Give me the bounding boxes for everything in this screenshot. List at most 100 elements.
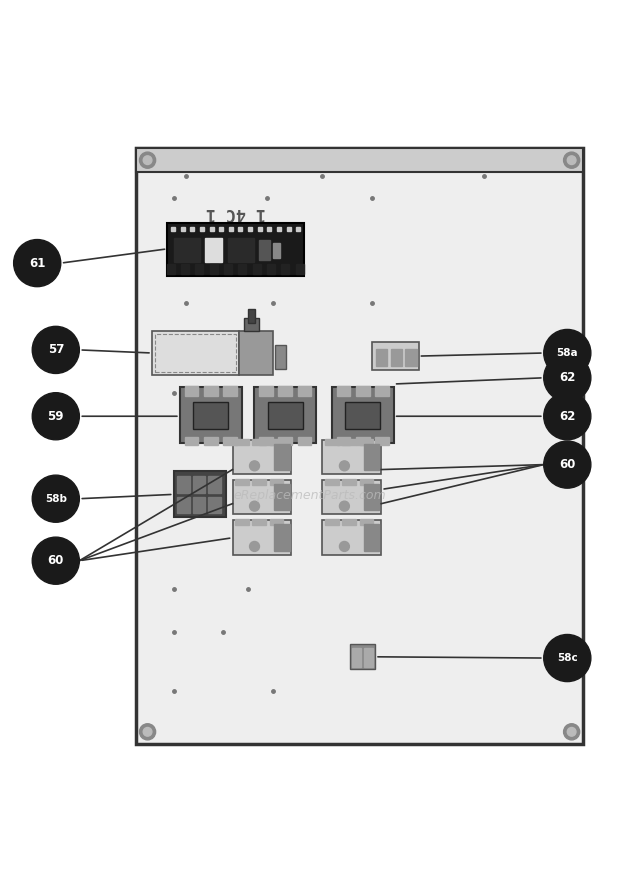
Bar	[185, 437, 198, 445]
Bar	[205, 238, 222, 262]
Circle shape	[143, 156, 152, 164]
Bar	[204, 386, 218, 396]
Bar	[177, 497, 190, 513]
Text: 58a: 58a	[557, 348, 578, 358]
Bar	[337, 386, 350, 396]
Bar	[174, 471, 226, 517]
Bar	[193, 497, 205, 513]
Text: 62: 62	[559, 409, 575, 423]
Bar	[248, 309, 255, 323]
Bar	[350, 644, 375, 669]
Bar	[208, 497, 221, 513]
Circle shape	[143, 728, 152, 736]
Bar	[364, 443, 379, 470]
Bar	[155, 334, 236, 372]
Text: eReplacementParts.com: eReplacementParts.com	[234, 489, 386, 502]
Bar	[360, 439, 373, 445]
Bar	[332, 387, 394, 443]
Text: 58c: 58c	[557, 653, 578, 663]
Bar	[235, 519, 249, 525]
Bar	[268, 402, 303, 429]
Bar	[223, 437, 237, 445]
Bar	[193, 402, 228, 429]
Bar	[204, 437, 218, 445]
Bar	[345, 402, 380, 429]
Text: 1 4C 1: 1 4C 1	[206, 204, 265, 222]
Circle shape	[340, 461, 349, 471]
Bar	[325, 519, 339, 525]
Bar	[274, 483, 290, 510]
Bar	[325, 439, 339, 445]
Bar	[195, 264, 203, 274]
Bar	[278, 386, 292, 396]
Text: 58b: 58b	[45, 493, 67, 504]
Bar	[259, 386, 273, 396]
Bar	[356, 386, 370, 396]
Bar	[322, 520, 381, 555]
Bar	[235, 479, 249, 485]
Bar	[364, 483, 379, 510]
Bar	[273, 243, 280, 258]
Circle shape	[544, 392, 591, 440]
Bar	[364, 648, 373, 666]
Circle shape	[32, 326, 79, 374]
Text: 62: 62	[559, 371, 575, 384]
Bar	[228, 238, 254, 262]
Bar	[252, 519, 266, 525]
Circle shape	[567, 728, 576, 736]
Bar	[181, 264, 189, 274]
Bar	[244, 318, 259, 331]
Text: 60: 60	[559, 458, 575, 471]
Circle shape	[340, 541, 349, 551]
Bar	[232, 520, 291, 555]
Circle shape	[340, 501, 349, 511]
Bar	[259, 437, 273, 445]
Bar	[337, 437, 350, 445]
Circle shape	[140, 723, 156, 739]
Bar	[232, 480, 291, 514]
Bar	[372, 343, 419, 370]
Bar	[296, 264, 304, 274]
Bar	[352, 648, 361, 666]
Bar	[270, 519, 283, 525]
Bar	[224, 264, 232, 274]
Text: 57: 57	[48, 343, 64, 357]
Bar	[270, 439, 283, 445]
Bar	[252, 439, 266, 445]
Text: 59: 59	[48, 409, 64, 423]
Circle shape	[140, 153, 156, 169]
Bar	[281, 264, 290, 274]
Circle shape	[564, 723, 580, 739]
Bar	[298, 386, 311, 396]
Circle shape	[14, 240, 61, 286]
Bar	[267, 264, 275, 274]
Bar	[325, 479, 339, 485]
Bar	[360, 479, 373, 485]
Bar	[342, 439, 356, 445]
Circle shape	[32, 537, 79, 584]
Bar	[239, 331, 273, 375]
Bar	[375, 437, 389, 445]
Bar	[136, 148, 583, 172]
Circle shape	[32, 392, 79, 440]
Bar	[274, 443, 290, 470]
Bar	[193, 476, 205, 492]
Bar	[239, 264, 247, 274]
Circle shape	[249, 461, 259, 471]
Bar	[259, 240, 270, 260]
Bar	[235, 439, 249, 445]
Circle shape	[544, 354, 591, 401]
Circle shape	[567, 156, 576, 164]
Bar	[270, 479, 283, 485]
Bar	[232, 440, 291, 474]
Bar	[252, 479, 266, 485]
Circle shape	[32, 475, 79, 522]
Circle shape	[544, 441, 591, 488]
Bar	[375, 386, 389, 396]
Bar	[274, 524, 290, 550]
Bar	[177, 476, 190, 492]
Bar	[167, 223, 304, 276]
Bar	[180, 387, 242, 443]
Bar	[254, 387, 316, 443]
Circle shape	[544, 634, 591, 681]
